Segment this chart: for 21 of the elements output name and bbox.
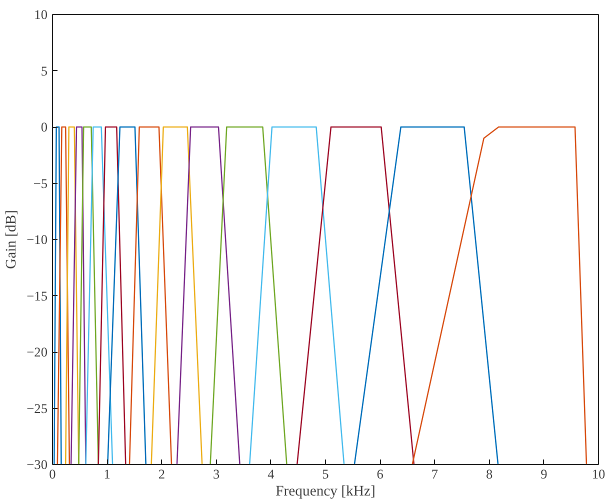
x-tick-label: 5 [322,466,330,482]
y-axis-title: Gain [dB] [4,210,20,270]
y-tick-label: −30 [26,457,48,472]
x-tick-label: 9 [540,466,548,482]
x-tick-label: 7 [431,466,438,482]
y-tick-label: 10 [34,7,48,22]
x-tick-label: 4 [268,466,275,482]
x-tick-label: 1 [104,466,110,482]
x-tick-label: 6 [376,466,384,482]
x-tick-label: 3 [212,466,220,482]
x-tick-label: 2 [158,466,166,482]
y-tick-label: −25 [26,400,48,416]
y-tick-label: −20 [26,344,48,360]
y-tick-label: 0 [40,120,48,134]
x-tick-label: 8 [486,466,493,482]
y-tick-label: 5 [40,63,48,78]
y-tick-label: −15 [26,288,48,304]
x-axis-title: Frequency [kHz] [276,484,376,500]
y-tick-label: −10 [26,232,48,247]
x-tick-label: 10 [592,466,606,482]
y-tick-label: −5 [33,176,48,191]
